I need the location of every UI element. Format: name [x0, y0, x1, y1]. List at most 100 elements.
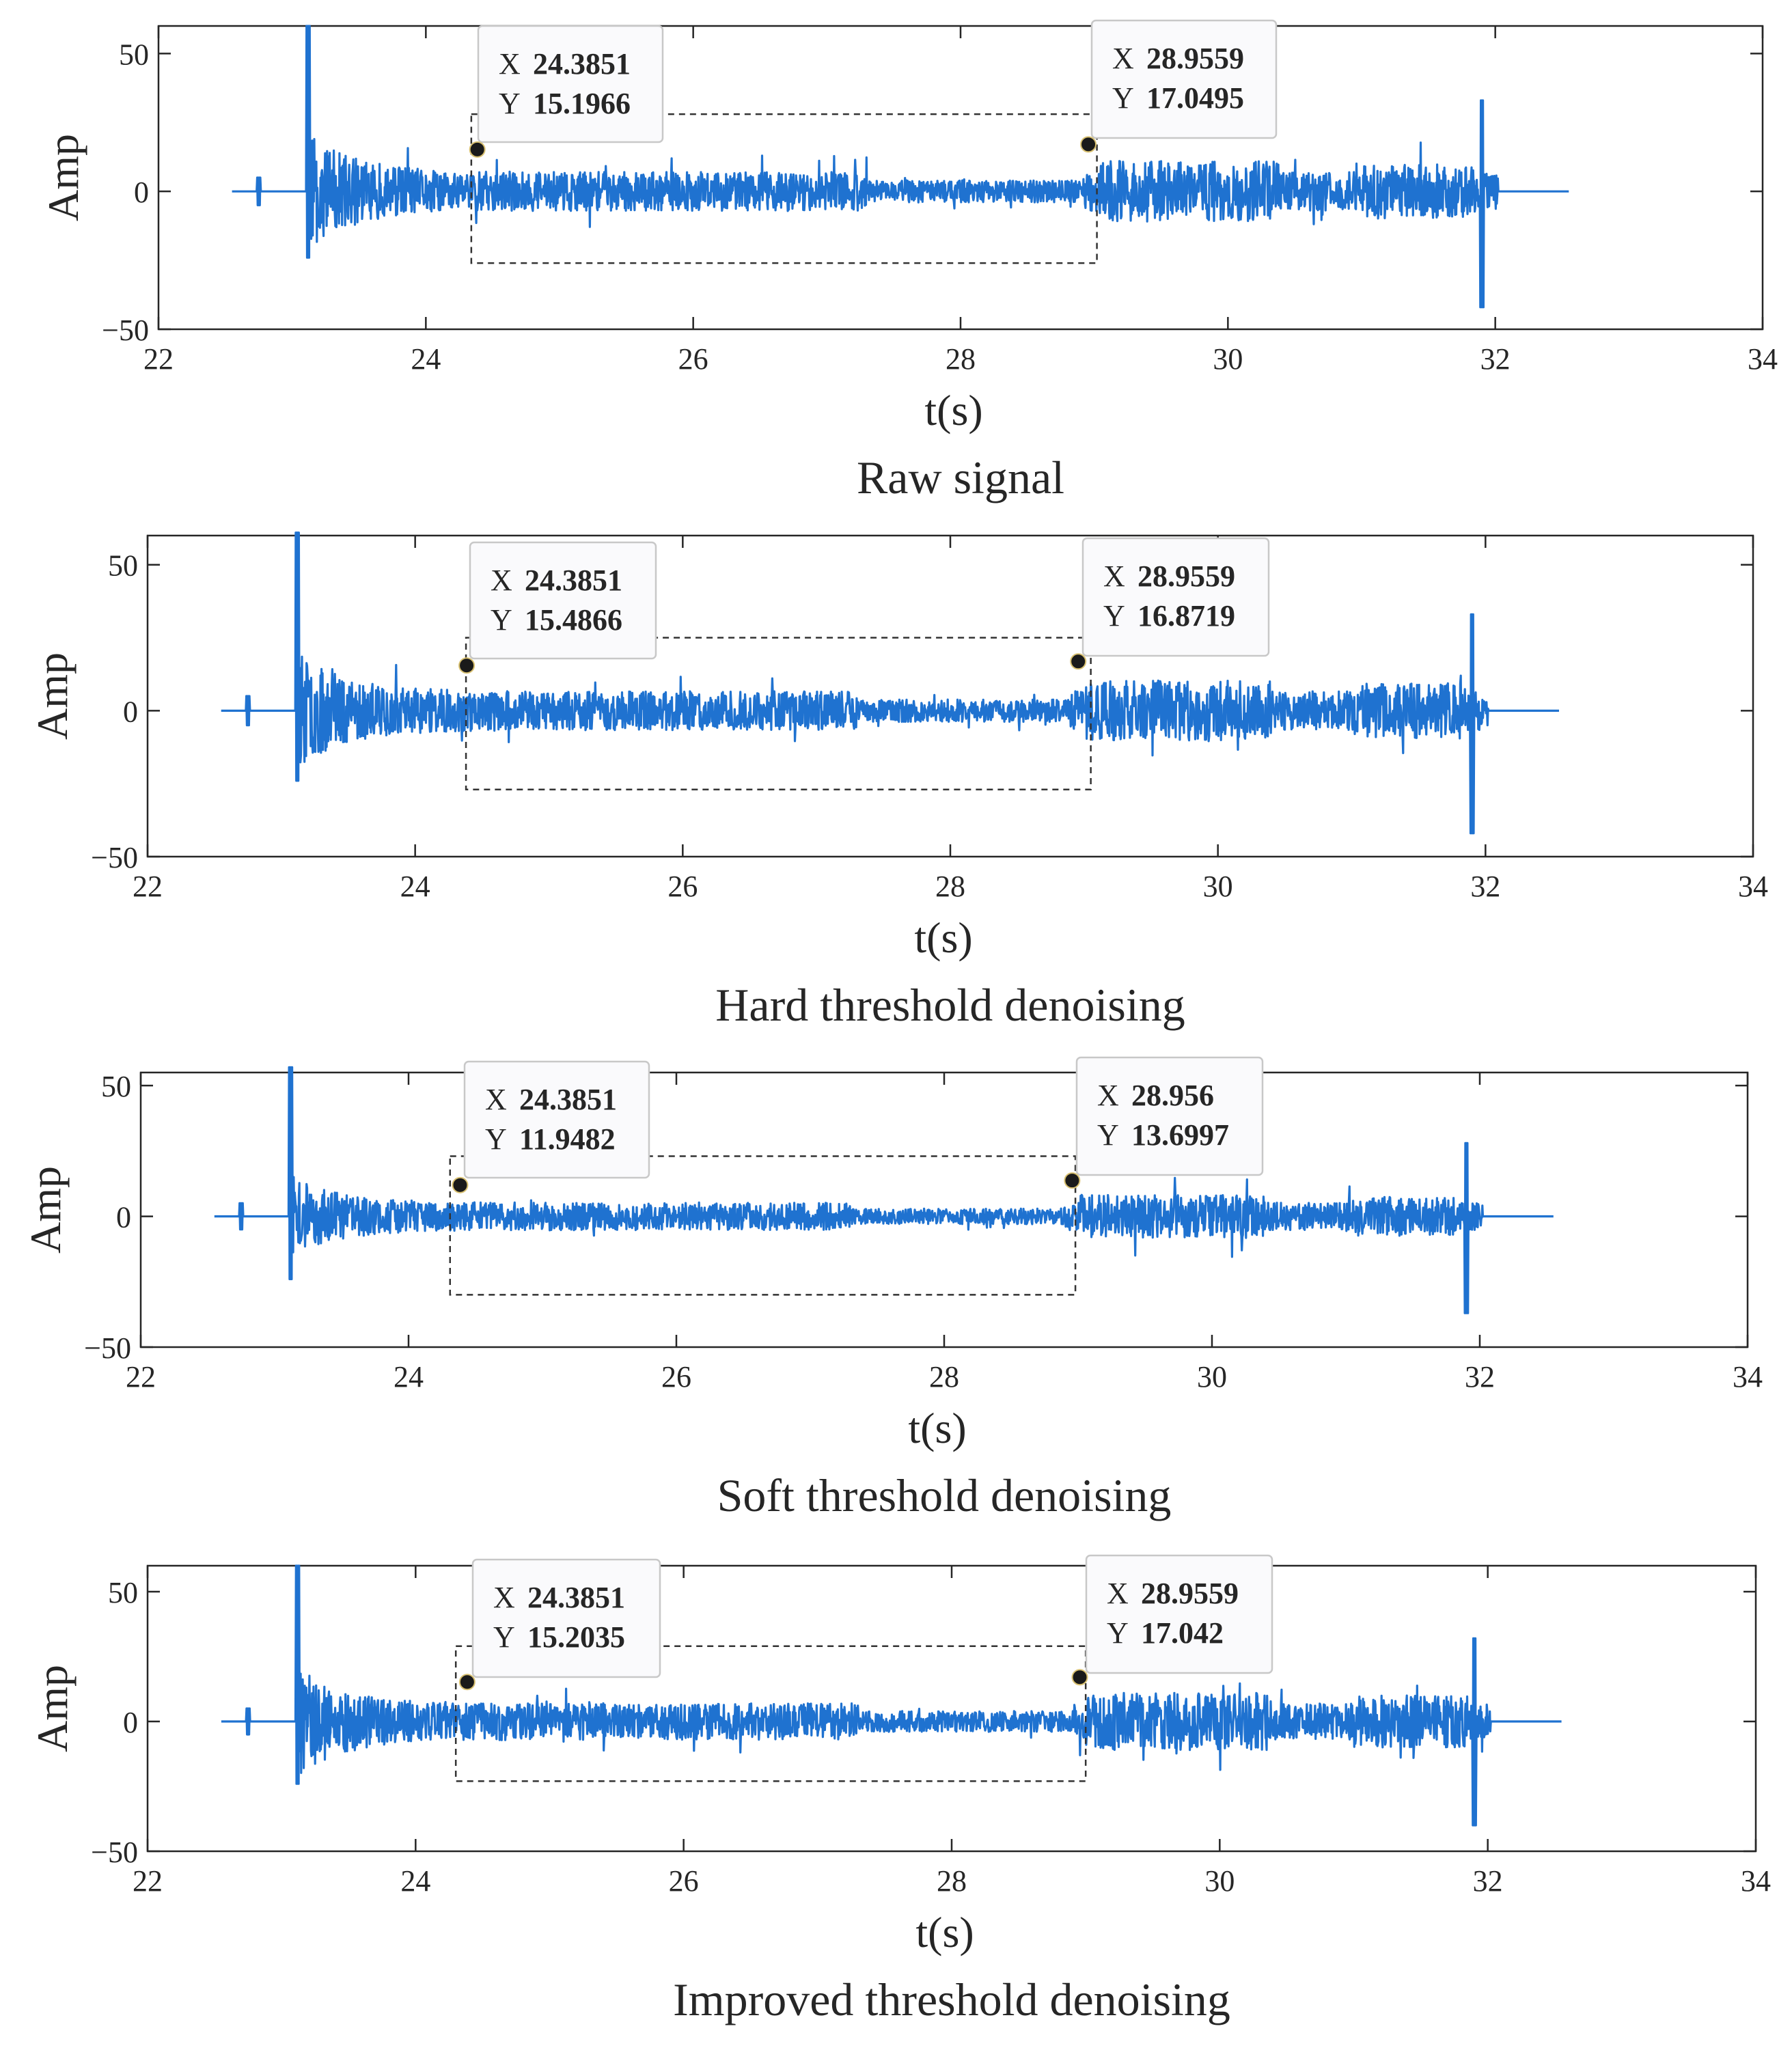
datatip-marker[interactable] [1070, 653, 1087, 670]
highlight-region [449, 1155, 1077, 1296]
x-axis-label: t(s) [908, 1404, 966, 1452]
datatip-x-label: X [491, 564, 512, 597]
x-tick-label: 30 [1197, 1360, 1227, 1394]
x-tick-label: 34 [1748, 342, 1778, 376]
datatip-marker[interactable] [1071, 1669, 1088, 1686]
plot-frame [146, 534, 1754, 858]
x-tick-label: 32 [1473, 1864, 1503, 1898]
datatip-marker[interactable] [1064, 1172, 1081, 1189]
datatip-marker[interactable] [469, 141, 486, 158]
x-tick-label: 26 [667, 870, 698, 903]
datatip-y-label: Y [1103, 599, 1125, 633]
datatip-box [1085, 1554, 1273, 1674]
datatip-y-label: Y [1107, 1616, 1129, 1650]
y-tick-label: 50 [101, 1070, 131, 1103]
datatip-y-label: Y [491, 603, 512, 637]
panel-caption: Soft threshold denoising [717, 1469, 1172, 1521]
datatip-x-label: X [1103, 559, 1125, 593]
x-axis-label: t(s) [924, 386, 982, 434]
datatip-x-label: X [493, 1581, 515, 1614]
x-tick-label: 22 [143, 342, 174, 376]
datatip-x-value: 24.3851 [525, 564, 622, 597]
panel-caption: Raw signal [857, 452, 1064, 503]
datatip[interactable]: X 28.9559 Y 16.8719 [1081, 537, 1270, 657]
highlight-region [465, 637, 1092, 790]
x-tick-label: 32 [1470, 870, 1500, 903]
panel-4: 22 24 26 28 30 32 34 50 0 −50 Amp t(s) Improved thre… [28, 1554, 1771, 2025]
datatip[interactable]: X 24.3851 Y 15.2035 [471, 1558, 661, 1678]
x-axis-label: t(s) [914, 913, 972, 962]
datatip-box [463, 1060, 650, 1179]
panel-caption: Hard threshold denoising [715, 979, 1185, 1031]
datatip-box [1090, 19, 1278, 139]
x-tick-label: 32 [1465, 1360, 1495, 1394]
panel-3: 22 24 26 28 30 32 34 50 0 −50 Amp t(s) Soft threshol… [21, 1056, 1763, 1521]
datatip[interactable]: X 28.9559 Y 17.0495 [1090, 19, 1278, 139]
datatip[interactable]: X 28.9559 Y 17.042 [1085, 1554, 1273, 1674]
x-tick-label: 28 [946, 342, 976, 376]
x-axis-label: t(s) [915, 1908, 974, 1956]
y-tick-label: −50 [102, 314, 149, 347]
y-tick-label: 0 [134, 176, 149, 209]
highlight-region [470, 113, 1098, 264]
datatip-box [1081, 537, 1270, 657]
datatip-y-label: Y [1112, 81, 1134, 115]
signal-line [220, 531, 1560, 835]
datatip[interactable]: X 24.3851 Y 15.1966 [477, 25, 664, 143]
datatip[interactable]: X 28.956 Y 13.6997 [1075, 1056, 1264, 1176]
datatip-marker[interactable] [458, 657, 475, 674]
y-tick-label: 0 [123, 695, 138, 728]
datatip-y-value: 15.4866 [525, 603, 622, 637]
x-tick-label: 24 [394, 1360, 424, 1394]
datatip[interactable]: X 24.3851 Y 15.4866 [469, 541, 657, 660]
y-tick-label: 0 [116, 1201, 131, 1234]
datatip-x-value: 28.9559 [1146, 42, 1244, 75]
datatip-y-label: Y [1097, 1118, 1119, 1152]
datatip-y-value: 15.2035 [527, 1620, 625, 1654]
datatip-x-label: X [1112, 42, 1134, 75]
y-tick-label: 50 [119, 38, 149, 71]
datatip-x-label: X [485, 1083, 507, 1116]
datatip-y-value: 11.9482 [519, 1122, 616, 1156]
x-tick-label: 34 [1738, 870, 1768, 903]
x-tick-label: 22 [133, 870, 163, 903]
datatip-y-value: 16.8719 [1138, 599, 1235, 633]
datatip-x-value: 24.3851 [527, 1581, 625, 1614]
signal-line [214, 1066, 1554, 1314]
x-tick-label: 22 [126, 1360, 156, 1394]
datatip-marker[interactable] [1080, 136, 1097, 153]
y-tick-label: 50 [108, 549, 138, 583]
x-tick-label: 32 [1480, 342, 1511, 376]
y-axis-label: Amp [21, 1166, 70, 1254]
x-tick-label: 30 [1204, 1864, 1235, 1898]
datatip-y-label: Y [499, 87, 521, 120]
datatip[interactable]: X 24.3851 Y 11.9482 [463, 1060, 650, 1179]
x-tick-label: 28 [935, 870, 965, 903]
datatip-marker[interactable] [458, 1674, 475, 1691]
datatip-x-value: 28.956 [1131, 1079, 1214, 1112]
datatip-y-value: 17.042 [1141, 1616, 1224, 1650]
y-axis-label: Amp [28, 1665, 77, 1752]
datatip-x-label: X [1097, 1079, 1119, 1112]
datatip-marker[interactable] [452, 1176, 469, 1193]
y-tick-label: 0 [123, 1706, 138, 1739]
x-tick-label: 28 [937, 1864, 967, 1898]
x-tick-label: 34 [1733, 1360, 1763, 1394]
datatip-x-label: X [499, 47, 521, 81]
x-tick-label: 24 [411, 342, 441, 376]
y-axis-label: Amp [39, 134, 87, 221]
y-axis-label: Amp [28, 652, 77, 740]
datatip-y-label: Y [485, 1122, 507, 1156]
signal-line [231, 25, 1570, 309]
datatip-y-value: 13.6997 [1131, 1118, 1229, 1152]
panel-caption: Improved threshold denoising [673, 1974, 1230, 2025]
panel-1: 22 24 26 28 30 32 34 50 0 −50 Amp t(s) Raw signal X 24… [39, 19, 1778, 503]
x-tick-label: 26 [678, 342, 708, 376]
datatip-x-label: X [1107, 1577, 1129, 1610]
x-tick-label: 24 [400, 870, 430, 903]
datatip-box [477, 25, 664, 143]
plot-frame [139, 1071, 1749, 1348]
x-tick-label: 26 [669, 1864, 699, 1898]
x-tick-label: 24 [400, 1864, 430, 1898]
